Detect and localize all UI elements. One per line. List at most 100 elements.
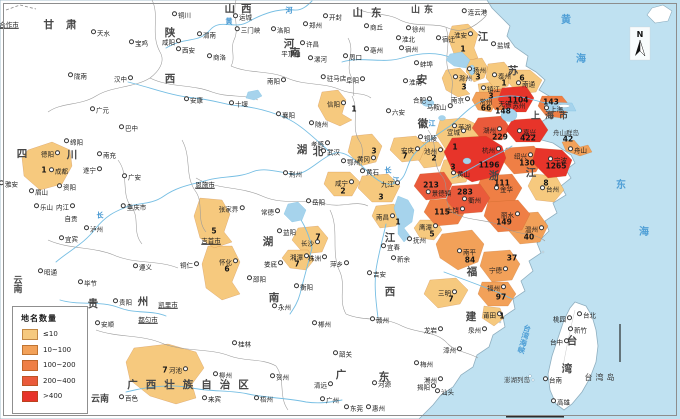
city-label-盐城: 盐城 (490, 41, 510, 49)
city-label-揭阳: 揭阳 (417, 383, 437, 391)
city-marker-icon (391, 255, 396, 261)
value-湘潭: 7 (294, 259, 300, 269)
city-label-陇南: 陇南 (67, 72, 87, 80)
prov-label-南: 南 (268, 291, 280, 304)
national-boundary-dashed (5, 4, 37, 11)
city-label-芜湖: 芜湖 (451, 123, 471, 131)
city-label-宁德: 宁德 (489, 266, 509, 274)
region-扬州 (465, 57, 489, 83)
city-marker-icon (275, 208, 280, 214)
city-marker-icon (438, 326, 443, 332)
city-label-新竹: 新竹 (567, 326, 587, 334)
city-label-淮南: 淮南 (402, 78, 422, 86)
city-label-眉山: 眉山 (28, 188, 48, 196)
city-marker-icon (277, 228, 282, 234)
city-label-湘潭: 湘潭 (290, 253, 310, 261)
city-label-资阳: 资阳 (56, 183, 76, 191)
min-river (443, 271, 513, 300)
city-label-贵阳: 贵阳 (112, 298, 132, 306)
value-安庆: 7 (402, 151, 408, 161)
city-marker-icon (229, 100, 234, 106)
sea-label-台湾海峡: 台湾海峡 (516, 323, 533, 355)
city-label-怀化: 怀化 (219, 258, 239, 266)
city-marker-icon (497, 311, 502, 317)
value-湖州: 229 (492, 132, 508, 142)
lake-qiandao (462, 157, 472, 165)
city-label-南通: 南通 (515, 80, 535, 88)
city-marker-icon (460, 206, 465, 212)
city-label-河源: 河源 (371, 380, 391, 388)
city-label-汉中: 汉中 (114, 75, 134, 83)
city-label-许昌: 许昌 (299, 40, 319, 48)
scale-bar (506, 415, 564, 418)
city-marker-icon (308, 55, 313, 61)
city-label-株洲: 株洲 (308, 254, 328, 262)
city-marker-icon (435, 388, 440, 394)
prov-label-广: 广 (335, 368, 347, 381)
city-label-铜川: 铜川 (171, 11, 191, 19)
value-绍兴: 130 (519, 158, 535, 168)
city-marker-icon (568, 146, 573, 152)
city-label-巴中: 巴中 (118, 124, 138, 132)
city-label-黄山: 黄山 (450, 170, 470, 178)
region-杭州 (443, 135, 507, 183)
city-label-绍兴: 绍兴 (514, 152, 534, 160)
city-label-亳州: 亳州 (363, 46, 383, 54)
city-label-淮安: 淮安 (454, 31, 474, 39)
value-台州: 8 (543, 178, 549, 188)
city-marker-icon (577, 311, 582, 317)
city-label-平顶山: 平顶山 (281, 49, 301, 58)
city-label-凯里市: 凯里市 (158, 300, 178, 309)
city-marker-icon (281, 77, 286, 83)
city-label-广安: 广安 (121, 173, 141, 181)
city-label-安庆: 安庆 (401, 146, 421, 154)
legend-label: ≤10 (43, 330, 58, 339)
city-label-贺州: 贺州 (269, 373, 289, 381)
lake-hongze (445, 51, 471, 69)
city-marker-icon (312, 320, 317, 326)
city-marker-icon (452, 289, 457, 295)
value-泰州: 1 (501, 78, 507, 88)
riv-label-黄: 黄 (225, 17, 233, 26)
prov-label-北: 北 (312, 145, 324, 158)
city-label-昭通: 昭通 (37, 268, 57, 276)
city-label-南昌: 南昌 (376, 213, 396, 221)
prov-label-山东: 山东 (352, 6, 390, 19)
city-marker-icon (367, 270, 372, 276)
city-label-十堰: 十堰 (228, 100, 248, 108)
city-label-台州: 台州 (539, 185, 559, 193)
city-label-南阳: 南阳 (267, 77, 287, 85)
city-marker-icon (451, 170, 456, 176)
city-label-梅州: 梅州 (413, 360, 433, 368)
value-苏州: 1104 (507, 95, 529, 105)
city-marker-icon (462, 196, 467, 202)
region-南昌 (371, 203, 403, 229)
city-label-桂林: 桂林 (231, 340, 251, 348)
prov-label-贵: 贵 (87, 297, 99, 310)
city-label-莆田: 莆田 (483, 311, 503, 319)
value-三明: 7 (448, 294, 454, 304)
city-marker-icon (406, 25, 411, 31)
city-marker-icon (528, 152, 533, 158)
city-label-漳州: 漳州 (443, 346, 463, 354)
city-marker-icon (494, 185, 499, 191)
value-南通: 6 (519, 73, 525, 83)
city-marker-icon (414, 60, 419, 66)
legend-swatch (22, 375, 38, 386)
sea-label-黄: 黄 (561, 15, 571, 26)
city-marker-icon (306, 198, 311, 204)
legend-item-3: 200~400 (22, 375, 87, 386)
city-label-邵阳: 邵阳 (246, 275, 266, 283)
city-label-内江: 内江 (56, 203, 76, 211)
city-marker-icon (91, 29, 96, 35)
city-marker-icon (176, 46, 181, 52)
taiwan-island (547, 301, 599, 411)
city-marker-icon (465, 96, 470, 102)
city-label-阜阳: 阜阳 (346, 76, 366, 84)
city-marker-icon (49, 167, 54, 173)
city-label-安顺: 安顺 (94, 320, 114, 328)
city-label-绵阳: 绵阳 (63, 138, 83, 146)
prov-label-浙: 浙 (488, 169, 500, 182)
city-marker-icon (122, 173, 127, 179)
prov-label-东: 东 (378, 370, 390, 383)
